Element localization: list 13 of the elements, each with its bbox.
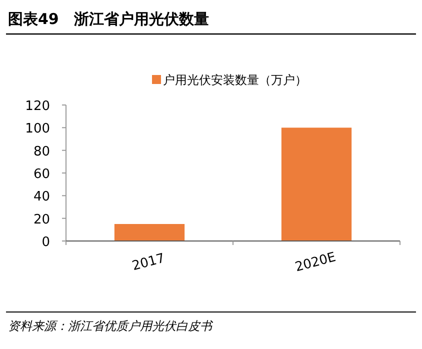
y-tick-label: 100 <box>25 122 50 137</box>
chart-title: 图表49 浙江省户用光伏数量 <box>8 10 209 28</box>
legend: 户用光伏安装数量（万户） <box>152 73 307 87</box>
plot: 0 20 40 60 80 100 120 2017 2020E <box>25 99 400 276</box>
y-tick-label: 0 <box>42 235 50 250</box>
y-tick-label: 120 <box>25 99 50 114</box>
x-tick-label: 2020E <box>294 250 338 276</box>
y-tick-label: 60 <box>33 167 50 182</box>
y-tick-label: 40 <box>33 190 50 205</box>
text: 资料来源：浙江省优质户用光伏白皮书 <box>8 319 214 333</box>
y-tick-label: 20 <box>33 212 50 228</box>
y-tick-label: 80 <box>33 144 50 160</box>
x-tick-label: 2017 <box>130 251 167 274</box>
